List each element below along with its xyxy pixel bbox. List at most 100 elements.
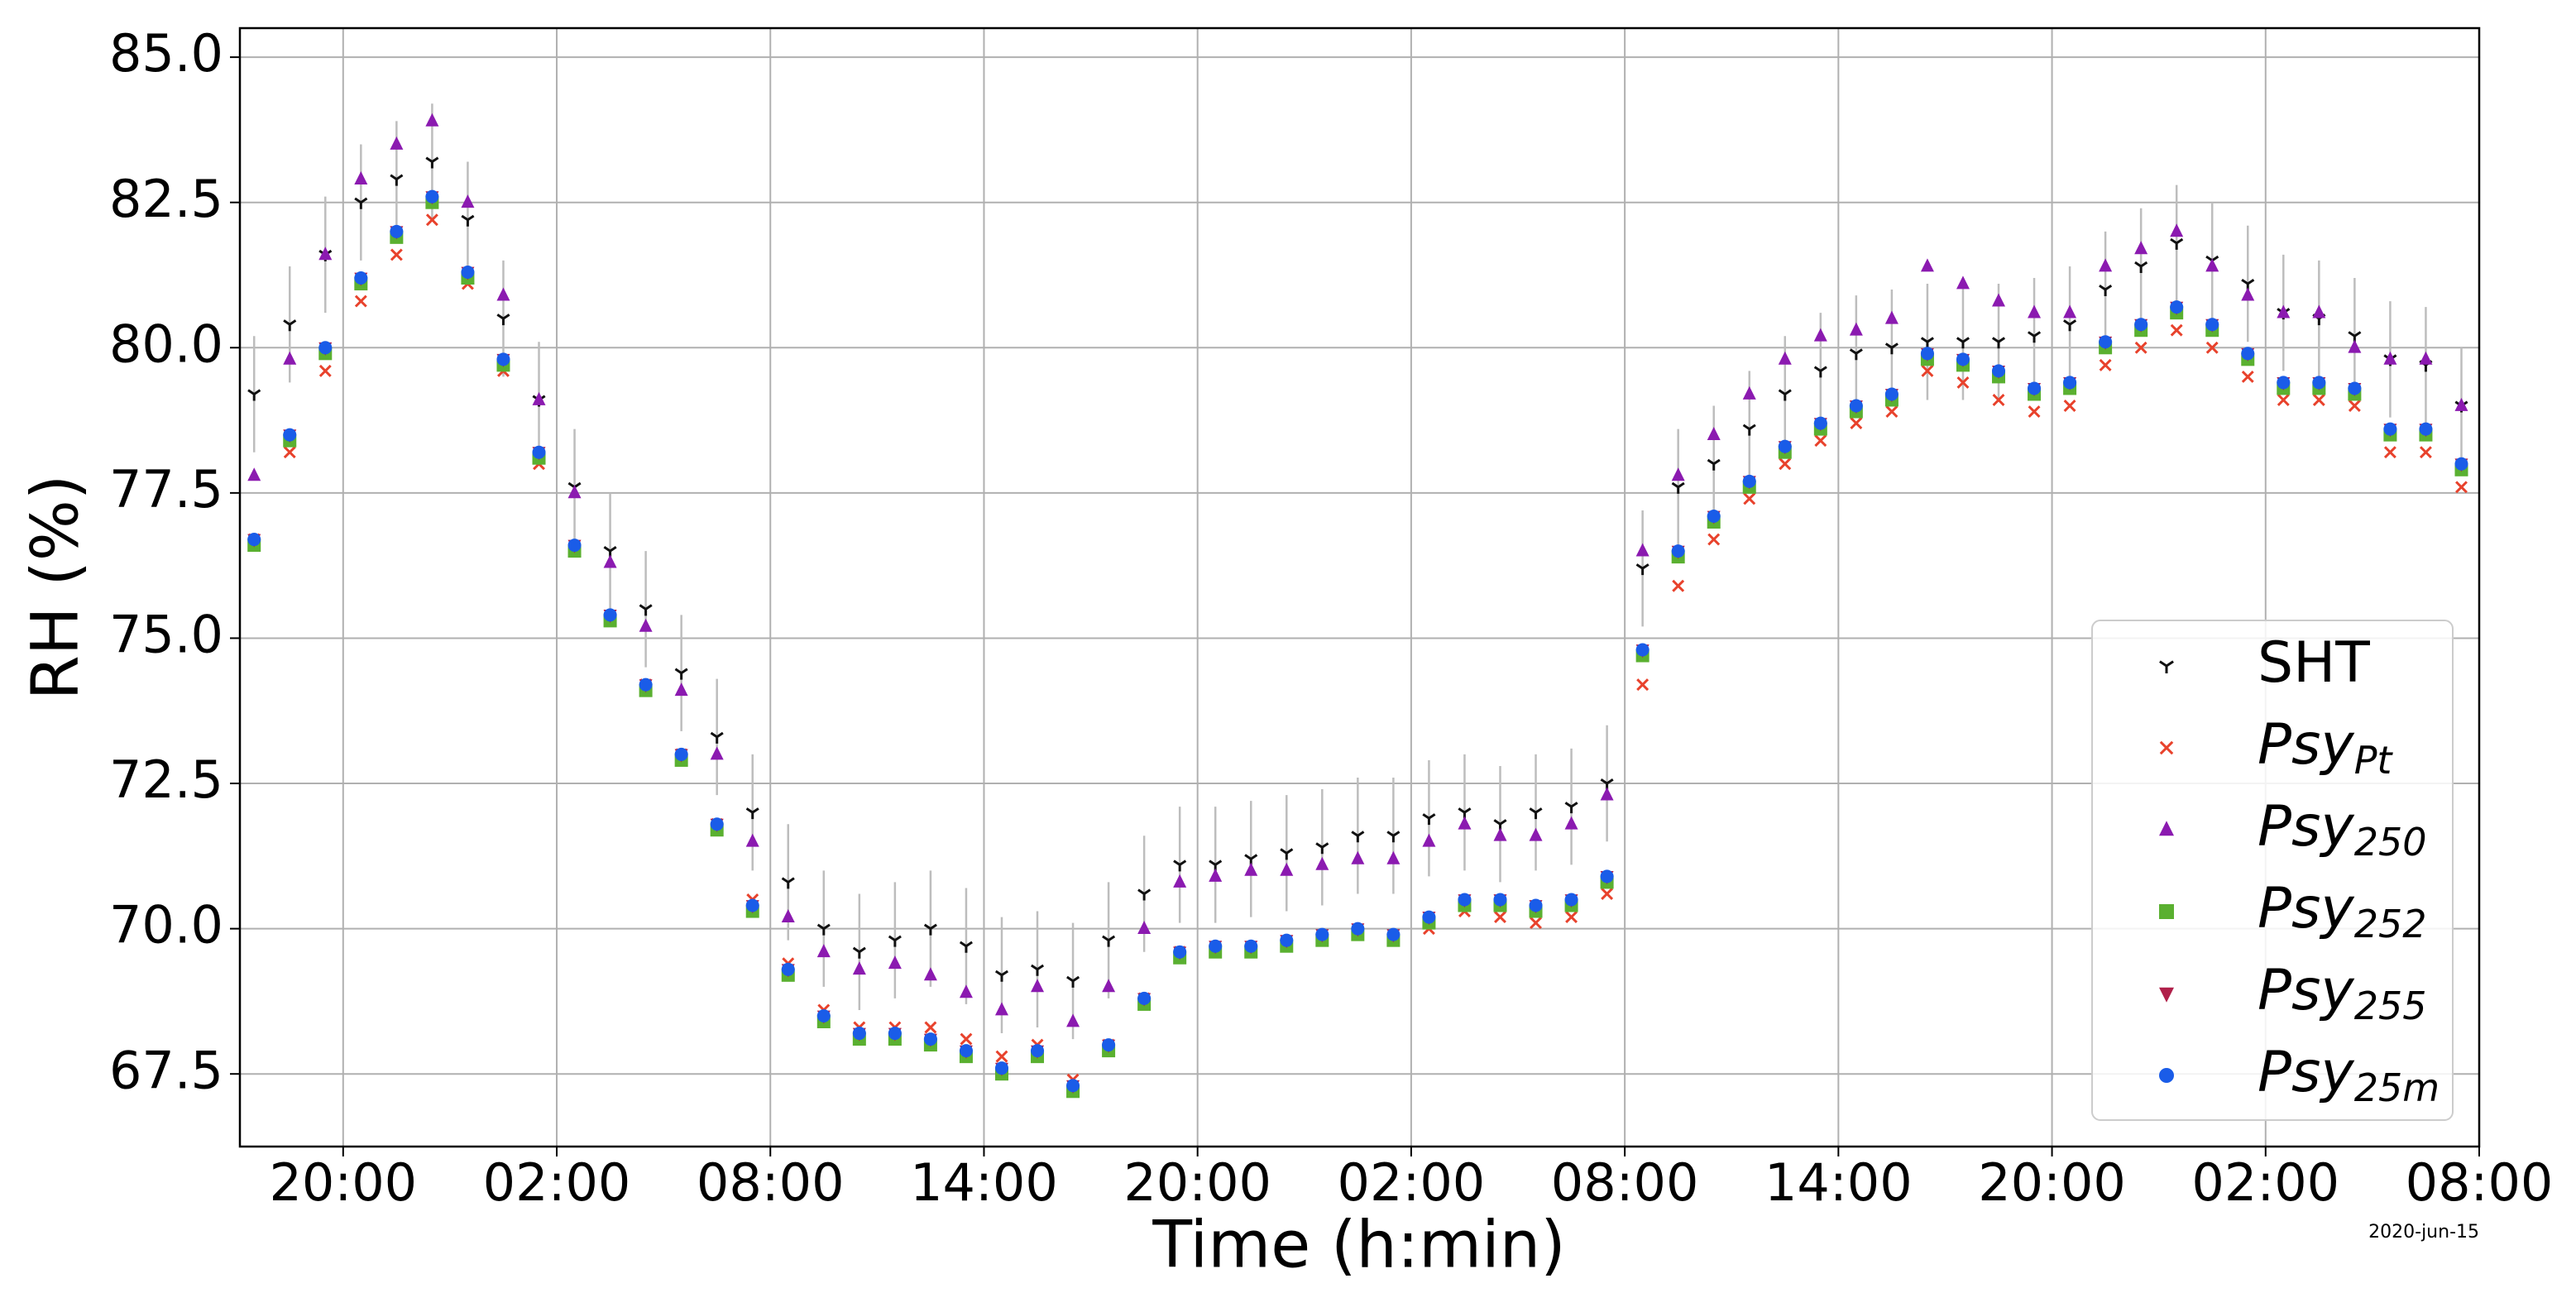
- marker: [710, 746, 724, 760]
- marker: [2241, 287, 2255, 301]
- marker: [1956, 352, 1970, 366]
- marker: [2454, 457, 2468, 471]
- marker: [1778, 351, 1792, 365]
- marker: [283, 351, 297, 365]
- legend-marker: [2159, 1068, 2174, 1083]
- marker: [425, 156, 439, 169]
- marker: [532, 445, 546, 459]
- marker: [2383, 351, 2397, 365]
- marker: [1991, 337, 2006, 349]
- marker: [1671, 481, 1685, 494]
- marker: [2241, 370, 2254, 383]
- legend-label: Psy255: [2258, 958, 2427, 1028]
- marker: [567, 485, 582, 499]
- x-tick-label: 20:00: [1123, 1152, 1271, 1213]
- legend-label: Psy25m: [2258, 1040, 2440, 1110]
- marker: [2063, 376, 2077, 390]
- marker: [1778, 439, 1792, 453]
- marker: [923, 923, 937, 936]
- marker: [2312, 304, 2326, 318]
- marker: [1672, 579, 1685, 592]
- marker: [1209, 939, 1223, 953]
- marker: [1351, 850, 1365, 864]
- marker: [2028, 331, 2042, 343]
- marker: [1600, 869, 1614, 883]
- marker: [1850, 417, 1863, 430]
- marker: [745, 807, 759, 820]
- marker: [923, 1032, 937, 1046]
- marker: [1422, 833, 1436, 847]
- legend-marker: [2159, 987, 2174, 1003]
- marker: [959, 941, 973, 953]
- legend-name: Psy: [2258, 1040, 2354, 1105]
- legend-marker: [2159, 740, 2174, 755]
- marker: [745, 833, 759, 847]
- marker: [1813, 416, 1827, 430]
- y-tick-label: 70.0: [109, 895, 223, 955]
- marker: [567, 539, 582, 553]
- marker: [745, 898, 759, 912]
- marker: [247, 467, 261, 481]
- marker: [710, 731, 724, 744]
- marker: [1280, 848, 1294, 860]
- marker: [247, 389, 261, 401]
- marker: [354, 171, 368, 185]
- legend-marker: [2159, 821, 2174, 836]
- marker: [1992, 394, 2005, 406]
- marker: [425, 189, 439, 204]
- y-tick-label: 80.0: [109, 314, 223, 374]
- marker: [2348, 339, 2362, 353]
- marker: [390, 174, 404, 186]
- legend-name: Psy: [2258, 876, 2354, 941]
- marker: [1458, 893, 1472, 907]
- marker: [390, 248, 403, 261]
- marker: [318, 341, 333, 355]
- legend-subscript: Pt: [2354, 738, 2394, 783]
- marker: [1494, 911, 1506, 924]
- x-tick-label: 08:00: [1551, 1152, 1699, 1213]
- marker: [354, 197, 368, 209]
- marker: [816, 1008, 831, 1022]
- marker: [1030, 964, 1045, 976]
- legend-label: Psy250: [2258, 794, 2427, 864]
- marker: [2419, 446, 2432, 459]
- marker: [1066, 1079, 1080, 1093]
- date-annotation: 2020-jun-15: [2368, 1222, 2479, 1243]
- marker: [1529, 898, 1543, 912]
- marker: [1635, 643, 1650, 657]
- marker: [781, 877, 795, 889]
- marker: [1102, 935, 1116, 947]
- marker: [1564, 893, 1578, 907]
- marker: [2277, 376, 2291, 390]
- legend-name: SHT: [2258, 630, 2370, 696]
- marker: [1173, 874, 1187, 888]
- legend-label: Psy252: [2258, 876, 2427, 946]
- marker: [1671, 467, 1685, 481]
- marker: [2170, 237, 2184, 250]
- y-tick-label: 82.5: [109, 169, 223, 229]
- marker: [461, 265, 475, 279]
- marker: [1386, 927, 1401, 941]
- marker: [2419, 422, 2433, 436]
- marker: [781, 962, 795, 976]
- series: [247, 189, 2468, 1093]
- x-tick-label: 02:00: [2191, 1152, 2339, 1213]
- marker: [1137, 991, 1152, 1005]
- marker: [639, 604, 653, 616]
- marker: [2063, 304, 2077, 318]
- marker: [710, 817, 724, 831]
- marker: [2205, 341, 2219, 354]
- marker: [1564, 802, 1578, 814]
- marker: [1529, 807, 1543, 820]
- marker: [1956, 275, 1970, 290]
- y-tick-label: 77.5: [109, 459, 223, 520]
- marker: [1244, 862, 1258, 876]
- marker: [1422, 910, 1436, 924]
- x-tick-label: 08:00: [697, 1152, 845, 1213]
- marker: [674, 668, 688, 680]
- marker: [1707, 533, 1721, 546]
- legend-subscript: 252: [2354, 902, 2427, 946]
- x-tick-label: 14:00: [910, 1152, 1058, 1213]
- marker: [1244, 939, 1258, 953]
